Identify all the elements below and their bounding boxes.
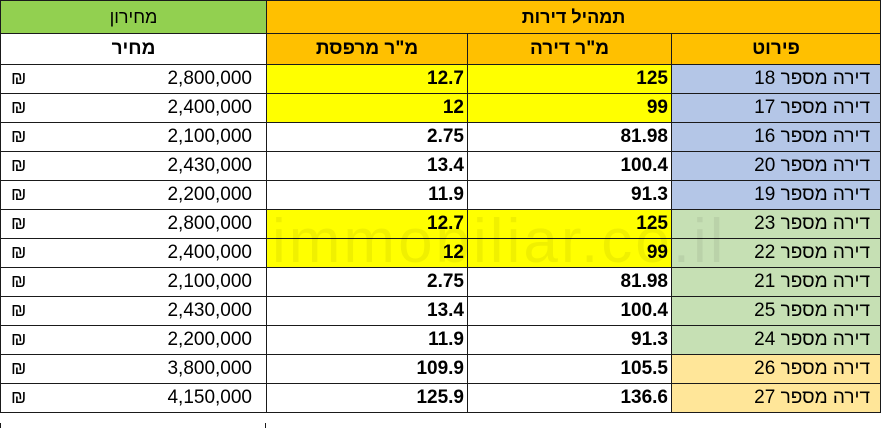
price-value: 2,200,000 (167, 329, 252, 350)
apartment-area-cell: 100.4 (467, 151, 672, 181)
price-cell: ₪ 3,800,000 (0, 354, 267, 384)
balcony-area-column-header: מ"ר מרפסת (266, 33, 468, 65)
detail-column-header: פירוט (670, 33, 881, 65)
apartment-area-cell: 91.3 (467, 325, 672, 355)
apartment-name-cell: דירה מספר 21 (670, 267, 881, 297)
header-row-columns: מחיר מ"ר מרפסת מ"ר דירה פירוט (0, 33, 881, 65)
apartment-area-cell: 91.3 (467, 180, 672, 210)
balcony-area-cell: 11.9 (266, 325, 468, 355)
price-cell: ₪ 2,800,000 (0, 64, 267, 94)
price-value: 2,100,000 (167, 126, 252, 147)
price-cell: ₪ 2,200,000 (0, 180, 267, 210)
shekel-sign: ₪ (11, 68, 27, 88)
table-row: ₪ 2,400,000 12 99 דירה מספר 22 (0, 238, 881, 268)
price-value: 2,430,000 (167, 155, 252, 176)
balcony-area-cell: 12.7 (266, 209, 468, 239)
table-row: ₪ 2,800,000 12.7 125 דירה מספר 23 (0, 209, 881, 239)
price-value: 2,800,000 (167, 68, 252, 89)
table-row: ₪ 2,200,000 11.9 91.3 דירה מספר 24 (0, 325, 881, 355)
price-value: 4,150,000 (167, 387, 252, 408)
price-cell: ₪ 2,800,000 (0, 209, 267, 239)
shekel-sign: ₪ (11, 271, 27, 291)
price-value: 2,800,000 (167, 213, 252, 234)
shekel-sign: ₪ (11, 329, 27, 349)
shekel-sign: ₪ (11, 387, 27, 407)
balcony-area-cell: 2.75 (266, 267, 468, 297)
header-row-top: מחירון תמהיל דירות (0, 0, 881, 34)
price-column-continuation (0, 423, 266, 428)
apartment-name-cell: דירה מספר 26 (670, 354, 881, 384)
price-cell: ₪ 2,100,000 (0, 122, 267, 152)
price-cell: ₪ 2,430,000 (0, 296, 267, 326)
price-value: 2,100,000 (167, 271, 252, 292)
apartment-name-cell: דירה מספר 24 (670, 325, 881, 355)
shekel-sign: ₪ (11, 97, 27, 117)
apartment-area-cell: 100.4 (467, 296, 672, 326)
apartment-mix-header: תמהיל דירות (265, 0, 881, 34)
price-cell: ₪ 2,100,000 (0, 267, 267, 297)
balcony-area-cell: 125.9 (266, 383, 468, 413)
apartment-area-cell: 99 (467, 93, 672, 123)
apartment-name-cell: דירה מספר 17 (670, 93, 881, 123)
shekel-sign: ₪ (11, 300, 27, 320)
table-row: ₪ 4,150,000 125.9 136.6 דירה מספר 27 (0, 383, 881, 413)
pricelist-header: מחירון (0, 0, 267, 34)
balcony-area-cell: 13.4 (266, 296, 468, 326)
apartment-name-cell: דירה מספר 23 (670, 209, 881, 239)
shekel-sign: ₪ (11, 126, 27, 146)
balcony-area-cell: 12.7 (266, 64, 468, 94)
balcony-area-cell: 12 (266, 238, 468, 268)
apartment-name-cell: דירה מספר 22 (670, 238, 881, 268)
table-row: ₪ 2,430,000 13.4 100.4 דירה מספר 20 (0, 151, 881, 181)
shekel-sign: ₪ (11, 155, 27, 175)
apartment-area-cell: 105.5 (467, 354, 672, 384)
apartment-area-cell: 99 (467, 238, 672, 268)
apartment-name-cell: דירה מספר 16 (670, 122, 881, 152)
apartment-price-table: מחירון תמהיל דירות מחיר מ"ר מרפסת מ"ר די… (0, 0, 881, 413)
price-value: 2,430,000 (167, 300, 252, 321)
table-row: ₪ 2,200,000 11.9 91.3 דירה מספר 19 (0, 180, 881, 210)
price-cell: ₪ 2,430,000 (0, 151, 267, 181)
price-value: 3,800,000 (167, 358, 252, 379)
balcony-area-cell: 13.4 (266, 151, 468, 181)
apartment-area-cell: 81.98 (467, 122, 672, 152)
price-cell: ₪ 2,400,000 (0, 238, 267, 268)
apartment-area-cell: 125 (467, 209, 672, 239)
price-value: 2,400,000 (167, 97, 252, 118)
apartment-name-cell: דירה מספר 20 (670, 151, 881, 181)
apartment-area-cell: 125 (467, 64, 672, 94)
shekel-sign: ₪ (11, 242, 27, 262)
apartment-name-cell: דירה מספר 27 (670, 383, 881, 413)
price-value: 2,400,000 (167, 242, 252, 263)
price-cell: ₪ 4,150,000 (0, 383, 267, 413)
table-row: ₪ 2,800,000 12.7 125 דירה מספר 18 (0, 64, 881, 94)
table-row: ₪ 2,400,000 12 99 דירה מספר 17 (0, 93, 881, 123)
price-column-header: מחיר (0, 33, 267, 65)
apartment-name-cell: דירה מספר 18 (670, 64, 881, 94)
shekel-sign: ₪ (11, 184, 27, 204)
balcony-area-cell: 2.75 (266, 122, 468, 152)
apartment-name-cell: דירה מספר 25 (670, 296, 881, 326)
apartment-area-cell: 81.98 (467, 267, 672, 297)
shekel-sign: ₪ (11, 213, 27, 233)
price-cell: ₪ 2,200,000 (0, 325, 267, 355)
balcony-area-cell: 12 (266, 93, 468, 123)
apartment-area-column-header: מ"ר דירה (467, 33, 672, 65)
balcony-area-cell: 109.9 (266, 354, 468, 384)
table-row: ₪ 2,430,000 13.4 100.4 דירה מספר 25 (0, 296, 881, 326)
balcony-area-cell: 11.9 (266, 180, 468, 210)
table-row: ₪ 3,800,000 109.9 105.5 דירה מספר 26 (0, 354, 881, 384)
apartment-area-cell: 136.6 (467, 383, 672, 413)
table-row: ₪ 2,100,000 2.75 81.98 דירה מספר 16 (0, 122, 881, 152)
price-value: 2,200,000 (167, 184, 252, 205)
price-cell: ₪ 2,400,000 (0, 93, 267, 123)
shekel-sign: ₪ (11, 358, 27, 378)
apartment-name-cell: דירה מספר 19 (670, 180, 881, 210)
table-row: ₪ 2,100,000 2.75 81.98 דירה מספר 21 (0, 267, 881, 297)
